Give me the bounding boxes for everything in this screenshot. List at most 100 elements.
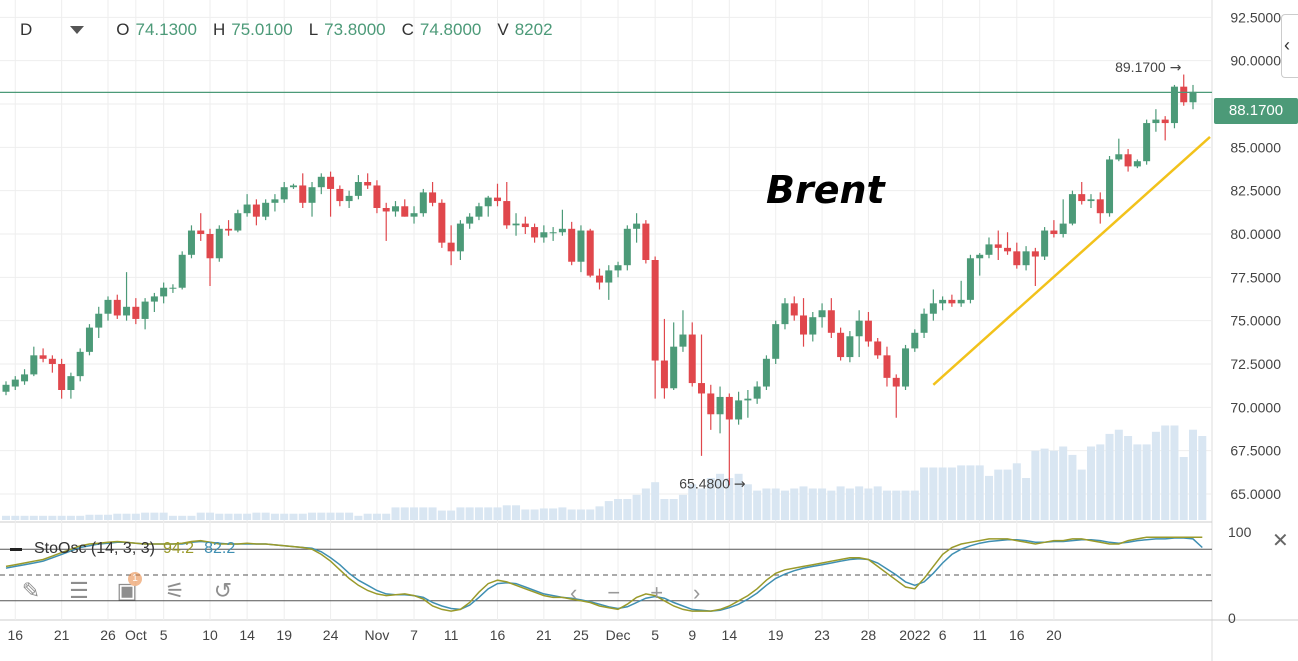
timeframe-label[interactable]: D [20,20,33,39]
volume-bar [20,515,29,520]
candle-body [837,332,845,358]
volume-bar [984,475,993,520]
candle-body [150,296,158,302]
volume-bar [1161,425,1170,520]
stochastic-k-value: 94.2 [162,540,195,557]
candle-body [902,348,910,387]
volume-bar [1142,444,1151,520]
candle-body [271,199,279,203]
volume-bar [400,507,409,520]
volume-bar [549,508,558,520]
stochastic-label: StoOsc (14, 3, 3) [34,540,155,557]
drawing-toolbar: ✎ ☰ ▣ 1 ⚟ ↺ [18,572,236,604]
candle-body [846,336,854,358]
candle-body [948,299,956,304]
volume-bar [196,512,205,520]
volume-bar [808,488,817,520]
candle-body [206,234,214,259]
volume-bar [725,478,734,520]
zoom-in-icon[interactable]: + [650,580,664,605]
y-tick-label: 67.5000 [1230,443,1281,459]
low-annotation-label: 65.4800 [679,476,730,492]
volume-bar [270,513,279,520]
chevron-left-icon: ‹ [1284,35,1290,55]
volume-bar [827,490,836,520]
volume-bar [391,507,400,520]
candle-body [809,317,817,335]
candle-body [1050,230,1058,234]
candle-body [614,265,622,271]
volume-bar [76,515,85,520]
volume-bar [558,507,567,520]
candle-body [1189,91,1197,103]
candle-body [160,287,168,297]
x-tick-label: 16 [1009,627,1025,643]
candle-body [178,254,186,288]
x-tick-label: 9 [688,627,696,643]
candle-body [1106,159,1114,214]
candle-body [790,303,798,316]
volume-bar [252,512,261,520]
pencil-icon[interactable]: ✎ [21,578,41,603]
volume-value: 8202 [514,20,553,39]
collapse-indicator-icon[interactable] [10,547,22,551]
list-icon[interactable]: ☰ [69,578,89,603]
y-tick-label: 80.0000 [1230,226,1281,242]
candle-body [382,208,390,212]
candle-body [1004,247,1012,252]
candle-body [855,320,863,337]
undo-icon[interactable]: ↺ [213,578,233,603]
candle-body [1022,251,1030,266]
candle-body [753,386,761,399]
scroll-left-icon[interactable]: ‹ [570,580,578,605]
candle-body [605,270,613,283]
candle-body [317,176,325,188]
volume-bar [1040,448,1049,520]
candle-body [187,230,195,255]
collapse-panel-button[interactable]: ‹ [1281,14,1298,78]
x-tick-label: 19 [276,627,292,643]
volume-bar [623,499,632,520]
x-tick-label: 7 [410,627,418,643]
x-tick-label: 10 [202,627,218,643]
candle-body [818,310,826,318]
volume-bar [957,465,966,520]
volume-bar [929,467,938,520]
volume-bar [437,510,446,520]
candle-body [1143,123,1151,162]
high-value: 75.0100 [231,20,293,39]
y-tick-label: 75.0000 [1230,313,1281,329]
candle-body [596,275,603,283]
x-tick-label: Dec [606,627,631,643]
close-indicator-icon[interactable]: ✕ [1272,530,1289,552]
open-label: O [116,20,130,39]
volume-bar [799,486,808,520]
candle-body [104,299,112,314]
objects-icon[interactable]: ▣ 1 [114,572,142,604]
x-tick-label: 6 [939,627,947,643]
scroll-right-icon[interactable]: › [693,580,701,605]
volume-bar [493,507,502,520]
settings-sliders-icon[interactable]: ⚟ [165,578,185,603]
candle-body [252,204,260,217]
candle-body [410,213,418,217]
x-tick-label: 24 [323,627,339,643]
candle-body [21,374,29,382]
volume-bar [855,486,864,520]
volume-bar [94,514,103,520]
volume-bar [66,515,75,520]
volume-bar [1170,425,1179,520]
x-tick-label: 20 [1046,627,1062,643]
volume-bar [484,507,493,520]
candle-body [85,327,93,352]
zoom-out-icon[interactable]: − [607,580,621,605]
volume-bar [1151,431,1160,520]
candle-body [1087,199,1095,202]
timeframe-dropdown-icon[interactable] [70,26,85,34]
candle-body [345,195,353,202]
volume-bar [790,488,799,520]
x-tick-label: 2022 [899,627,930,643]
volume-bar [206,512,215,520]
x-tick-label: 23 [814,627,830,643]
